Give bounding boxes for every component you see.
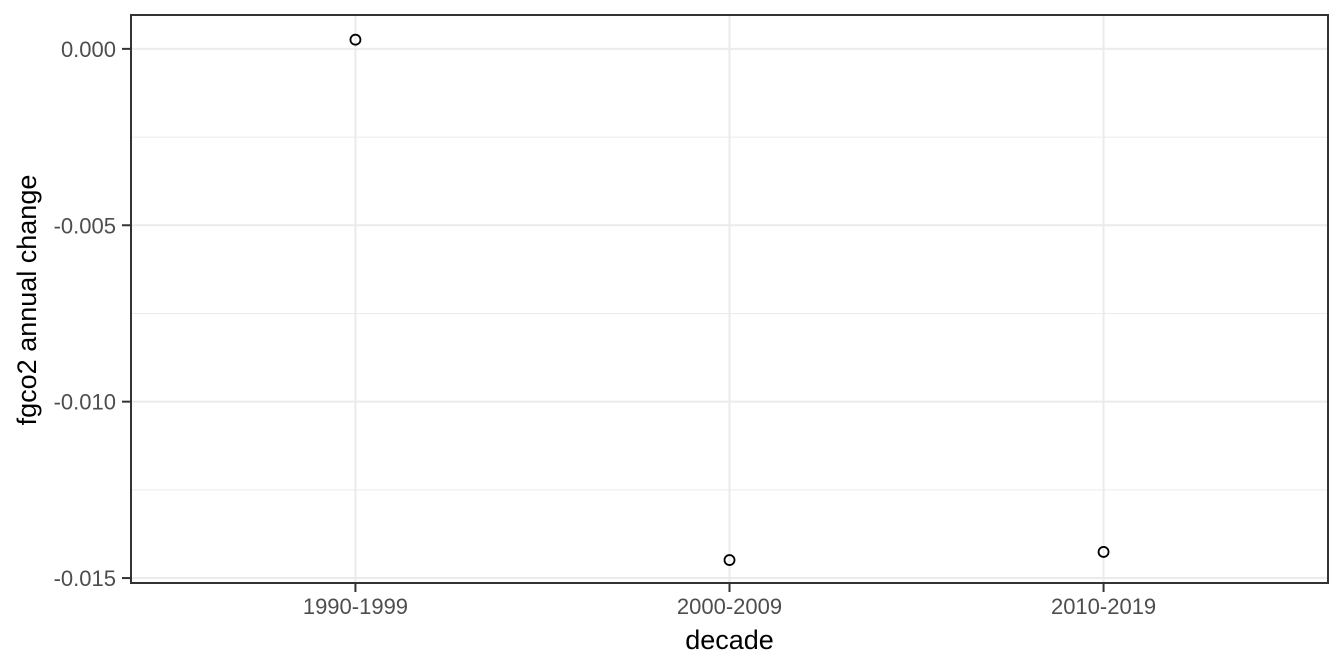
x-tick-label: 2000-2009 [677,594,782,619]
x-tick-label: 2010-2019 [1051,594,1156,619]
data-point [1097,546,1110,558]
y-axis-title: fgco2 annual change [12,174,42,426]
x-tick-label: 1990-1999 [303,594,408,619]
y-tick-label: -0.010 [54,390,116,415]
x-axis-title: decade [685,625,774,655]
y-tick-label: -0.015 [54,566,116,591]
data-point [349,33,362,46]
y-tick-label: -0.005 [54,213,116,238]
data-point [723,554,736,566]
y-tick-label: 0.000 [61,37,116,62]
